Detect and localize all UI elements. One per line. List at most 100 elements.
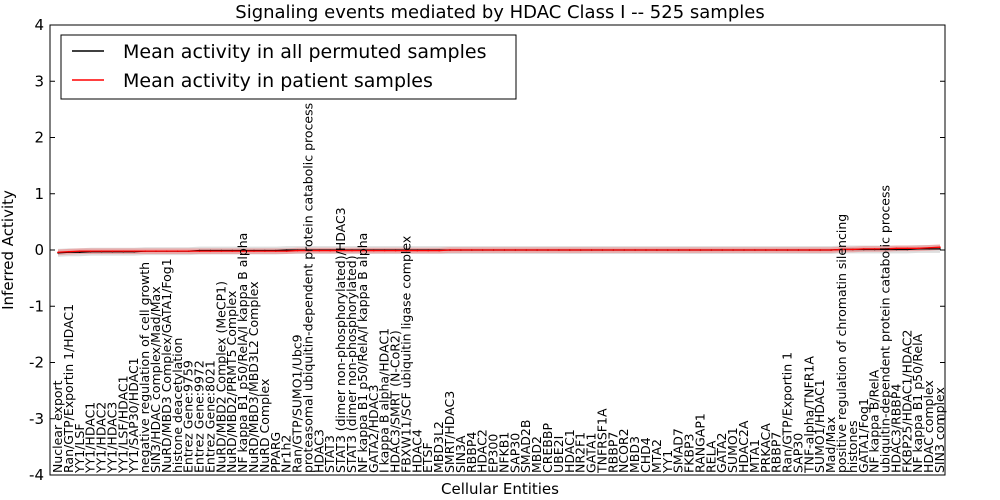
category-label: TNF-alpha/TNFR1A bbox=[801, 356, 816, 474]
category-label: NF kappa B1 p50/RelA/I kappa B alpha bbox=[235, 233, 250, 473]
category-label: HDAC2 bbox=[475, 429, 490, 473]
series-1-point bbox=[351, 249, 353, 252]
category-label: EP300 bbox=[486, 434, 501, 473]
category-label: YY1/LSF/HDAC1 bbox=[115, 375, 130, 474]
category-label: negative regulation of cell growth bbox=[137, 262, 152, 473]
series-1-point bbox=[525, 249, 528, 251]
y-tick-label: 1 bbox=[34, 185, 44, 203]
y-tick-label: -2 bbox=[29, 354, 44, 372]
series-1-point bbox=[699, 249, 702, 251]
category-label: HDAC1 bbox=[562, 429, 577, 473]
series-1-point bbox=[231, 250, 234, 252]
legend-box bbox=[60, 34, 517, 100]
category-label: SIN3A bbox=[453, 435, 468, 473]
category-label: NR2F1 bbox=[573, 432, 588, 473]
series-1-point bbox=[873, 248, 876, 250]
category-label: MTA2 bbox=[649, 439, 664, 473]
legend: Mean activity in all permuted samples Me… bbox=[60, 34, 517, 100]
category-label: MBD3L2 bbox=[431, 421, 446, 473]
series-1-point bbox=[710, 249, 713, 251]
category-label: proteasomal ubiquitin-dependent protein … bbox=[300, 103, 315, 473]
series-1-point bbox=[89, 250, 92, 252]
category-label: NuRD/MBD2/PRMT5 Complex bbox=[224, 291, 239, 473]
category-label: Entrez Gene:9972 bbox=[192, 360, 207, 473]
series-1-point bbox=[470, 249, 473, 251]
category-label: Mad/Max bbox=[823, 417, 838, 473]
category-label: NuRD/MBD3 Complex/GATA1/Fog1 bbox=[159, 258, 174, 473]
category-label: SIN3 complex bbox=[932, 387, 947, 473]
category-label: RELA bbox=[703, 440, 718, 473]
series-1-point bbox=[612, 249, 615, 251]
series-1-point bbox=[590, 249, 593, 251]
series-1-point bbox=[677, 249, 680, 251]
category-label: GATA1 bbox=[584, 433, 599, 473]
series-1-point bbox=[775, 249, 778, 251]
series-1-point bbox=[394, 249, 397, 252]
series-1-point bbox=[819, 249, 822, 251]
category-label: HDAC4 bbox=[409, 429, 424, 473]
series-1-point bbox=[732, 249, 734, 251]
series-1-point bbox=[372, 249, 375, 252]
series-1-point bbox=[906, 247, 909, 250]
category-label: NuRD/MBD2 Complex (MeCP1) bbox=[213, 281, 228, 473]
category-label: SAP30 bbox=[790, 433, 805, 473]
category-label: HDAC complex bbox=[921, 380, 936, 473]
category-label: GATA2/HDAC3 bbox=[366, 385, 381, 473]
series-1-point bbox=[492, 249, 495, 251]
series-1-point bbox=[307, 249, 310, 252]
category-label: HDAC3 bbox=[311, 429, 326, 473]
series-1-point bbox=[558, 249, 560, 251]
category-label: FKBP25/HDAC1/HDAC2 bbox=[899, 330, 914, 473]
category-label: NF kappa B1 p50/RelA bbox=[910, 333, 925, 473]
category-label: SUMO1 bbox=[725, 427, 740, 473]
legend-label-patient: Mean activity in patient samples bbox=[123, 70, 433, 92]
series-1-point bbox=[601, 249, 604, 251]
series-1-point bbox=[78, 250, 81, 252]
series-1-point bbox=[852, 248, 854, 251]
series-1-point bbox=[438, 249, 440, 252]
series-1-point bbox=[187, 250, 190, 252]
series-1-point bbox=[764, 249, 767, 251]
series-1-point bbox=[634, 249, 636, 251]
category-label: HDAC2A bbox=[736, 420, 751, 473]
series-1-point bbox=[198, 250, 201, 252]
series-0-point bbox=[939, 248, 941, 250]
series-1-point bbox=[296, 249, 299, 252]
series-1-point bbox=[166, 250, 168, 252]
series-1-point bbox=[176, 250, 179, 252]
category-label: ubiquitin-dependent protein catabolic pr… bbox=[878, 185, 893, 473]
series-0-point bbox=[906, 248, 909, 251]
category-label: CREBBP bbox=[540, 423, 555, 473]
category-label: UBE2I bbox=[551, 436, 566, 473]
category-label: histones bbox=[845, 420, 860, 473]
category-label: MBD2 bbox=[529, 436, 544, 473]
series-1-point bbox=[928, 246, 930, 249]
y-tick-label: 0 bbox=[34, 241, 44, 259]
category-label: SMAD2B bbox=[518, 420, 533, 473]
series-0-point bbox=[78, 251, 81, 254]
series-1-point bbox=[57, 251, 59, 254]
y-axis-label: Inferred Activity bbox=[0, 190, 17, 310]
category-label: histone deacetylation bbox=[170, 338, 185, 473]
category-label: NF kappa B/RelA bbox=[867, 369, 882, 473]
category-label: YY1/HDAC2 bbox=[94, 402, 109, 474]
series-1-point bbox=[242, 250, 244, 252]
series-1-point bbox=[536, 249, 538, 251]
series-1-point bbox=[416, 249, 419, 252]
category-label: SAP30 bbox=[507, 433, 522, 473]
category-label: RBBP7 bbox=[769, 432, 784, 473]
category-label: NuRD/MBD3/MBD3L2 Complex bbox=[246, 281, 261, 473]
category-label: NF kappa B1 p50/RelA/I kappa B alpha bbox=[355, 233, 370, 473]
series-1-point bbox=[743, 249, 745, 251]
series-1-point bbox=[133, 250, 136, 252]
series-1-point bbox=[253, 250, 255, 252]
series-1-point bbox=[209, 250, 212, 252]
series-1-point bbox=[579, 249, 582, 251]
series-1-point bbox=[111, 250, 114, 252]
series-1-point bbox=[68, 250, 70, 253]
category-label: Nuclear export bbox=[50, 380, 65, 473]
category-label: STAT3 (dimer non-phosphorylated) bbox=[344, 255, 359, 473]
category-label: MTA1 bbox=[747, 439, 762, 473]
category-label: NFKB1 bbox=[496, 432, 511, 473]
